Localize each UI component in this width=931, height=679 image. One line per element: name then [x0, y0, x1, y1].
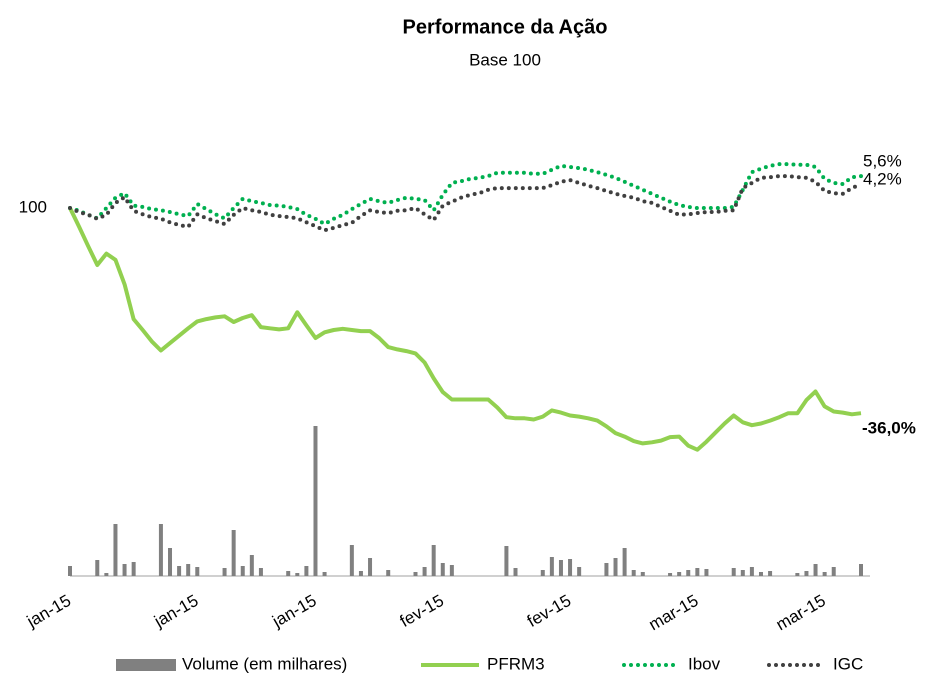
series-line — [68, 207, 862, 452]
volume-bar — [195, 567, 200, 576]
volume-bar — [168, 548, 173, 576]
volume-bar — [513, 568, 518, 576]
volume-bar — [68, 566, 72, 576]
end-label: 5,6% — [863, 152, 902, 171]
end-label: 4,2% — [863, 170, 902, 189]
volume-bar — [668, 573, 673, 576]
volume-bar — [831, 567, 836, 576]
volume-bar — [313, 426, 318, 576]
volume-bar — [577, 567, 582, 576]
series-line — [68, 174, 863, 233]
volume-bar — [640, 572, 645, 576]
volume-bar — [795, 573, 800, 576]
volume-bar — [768, 571, 773, 576]
volume-bar — [231, 530, 236, 576]
volume-bar — [758, 572, 763, 576]
volume-bar — [859, 564, 863, 576]
volume-bar — [368, 558, 373, 576]
volume-bar — [422, 567, 427, 576]
x-tick-label: fev-15 — [524, 591, 574, 631]
volume-bar — [540, 570, 545, 576]
volume-bar — [131, 562, 136, 576]
volume-bar — [813, 564, 818, 576]
volume-bar — [549, 557, 554, 576]
volume-bar — [504, 546, 509, 576]
x-tick-label: jan-15 — [23, 591, 74, 632]
end-label: -36,0% — [862, 419, 916, 438]
volume-bar — [568, 559, 573, 576]
volume-bar — [704, 569, 709, 576]
volume-bar — [249, 555, 254, 576]
legend-label: IGC — [833, 654, 863, 673]
volume-bar — [804, 571, 809, 576]
volume-bar — [95, 560, 100, 576]
volume-bar — [122, 564, 127, 576]
legend-swatch — [116, 659, 176, 671]
volume-bar — [749, 567, 754, 576]
x-tick-label: jan-15 — [150, 591, 201, 632]
volume-bar — [286, 571, 291, 576]
volume-bar — [431, 545, 436, 576]
volume-bar — [622, 548, 627, 576]
volume-bar — [686, 570, 691, 576]
volume-bar — [604, 563, 609, 576]
volume-bar — [349, 545, 354, 576]
volume-bar — [177, 566, 182, 576]
volume-bar — [322, 572, 327, 576]
volume-bar — [104, 573, 109, 576]
volume-bar — [440, 563, 445, 576]
x-tick-label: fev-15 — [397, 591, 447, 631]
chart-title: Performance da Ação — [403, 16, 608, 38]
volume-bar — [186, 564, 191, 576]
volume-bar — [258, 568, 263, 576]
x-tick-label: mar-15 — [773, 591, 829, 634]
volume-bar — [449, 565, 454, 576]
volume-bar — [222, 568, 227, 576]
volume-bar — [695, 568, 700, 576]
legend-label: Ibov — [688, 654, 721, 673]
volume-bar — [631, 570, 636, 576]
x-tick-label: mar-15 — [645, 591, 701, 634]
volume-bar — [731, 568, 736, 576]
volume-bar — [740, 570, 745, 576]
volume-bar — [358, 571, 363, 576]
y-tick-label: 100 — [19, 197, 47, 216]
volume-bar — [240, 566, 245, 576]
volume-bar — [295, 573, 300, 576]
volume-bar — [386, 570, 391, 576]
chart-subtitle: Base 100 — [469, 50, 541, 69]
series-line — [68, 162, 863, 226]
volume-bar — [822, 572, 827, 576]
volume-bar — [677, 572, 682, 576]
volume-bar — [304, 566, 309, 576]
x-tick-label: jan-15 — [268, 591, 319, 632]
volume-bar — [413, 572, 418, 576]
volume-bar — [613, 558, 618, 576]
legend-label: Volume (em milhares) — [182, 654, 347, 673]
volume-bar — [113, 524, 118, 576]
volume-bar — [158, 524, 163, 576]
legend-label: PFRM3 — [487, 654, 545, 673]
volume-bar — [558, 560, 563, 576]
